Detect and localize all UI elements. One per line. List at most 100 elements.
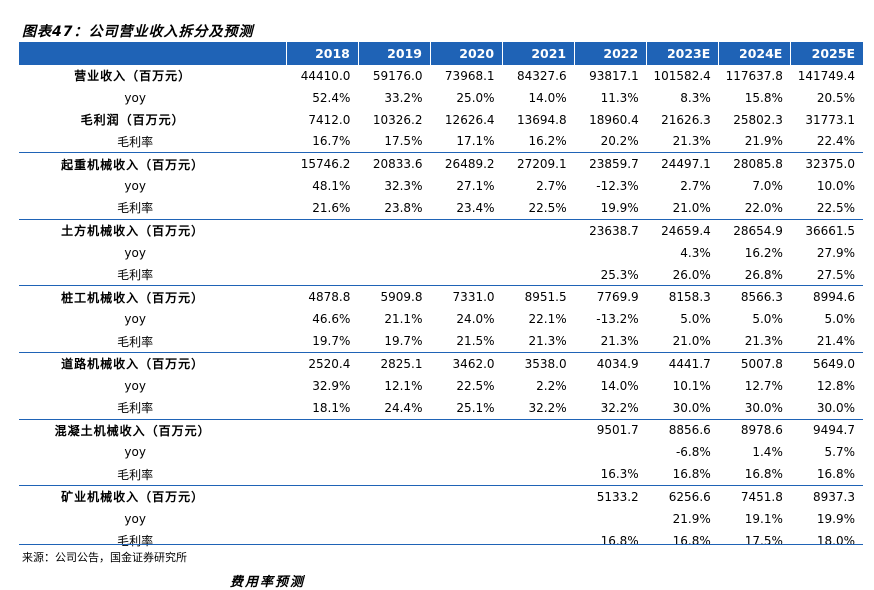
table-cell — [575, 242, 647, 264]
table-row: 毛利率 21.6% 23.8% 23.4% 22.5% 19.9% 21.0% 22.0% 22… — [19, 197, 863, 219]
table-cell: 23.8% — [384, 200, 423, 215]
header-year: 2018 — [285, 42, 359, 65]
table-cell: 11.3% — [600, 90, 639, 105]
header-year: 2020 — [429, 42, 504, 65]
table-cell: 30.0% — [672, 400, 711, 415]
table-cell: 4.3% — [680, 245, 711, 260]
table-cell: 18.1% — [312, 400, 351, 415]
table-cell: 21.9% — [744, 134, 783, 149]
table-row: yoy 21.9% 19.1% 19.9% — [19, 508, 863, 530]
table-cell — [358, 242, 430, 264]
table-cell: 14.0% — [600, 378, 639, 393]
table-cell — [286, 218, 359, 242]
table-cell: 30.0% — [816, 400, 855, 415]
table-cell: 7451.8 — [718, 485, 791, 508]
table-cell — [358, 530, 430, 552]
row-label: 毛利率 — [117, 401, 154, 416]
table-row: 道路机械收入（百万元） 2520.4 2825.1 3462.0 3538.0 4034.… — [19, 351, 863, 375]
table-cell: 25.3% — [600, 267, 639, 282]
table-cell: -6.8% — [675, 445, 711, 460]
table-cell: 17.5% — [384, 134, 423, 149]
row-label: 土方机械收入（百万元） — [19, 218, 287, 242]
table-bottom-rule — [19, 544, 863, 545]
table-cell: 5.0% — [752, 312, 783, 327]
table-cell: 32.2% — [600, 400, 639, 415]
table-cell — [358, 508, 430, 530]
table-cell — [286, 441, 358, 463]
table-cell — [430, 418, 503, 442]
table-cell: 8951.5 — [502, 285, 575, 309]
table-cell: 2.7% — [680, 179, 711, 194]
table-cell — [286, 242, 358, 264]
table-cell: 16.8% — [672, 533, 711, 548]
revenue-forecast-table: 2018 2019 2020 2021 2022 2023E 2024E 202… — [19, 42, 863, 552]
table-row: 混凝土机械收入（百万元） 9501.7 8856.6 8978.6 9494.7 — [19, 418, 863, 442]
header-year: 2021 — [502, 42, 576, 65]
table-cell: 17.5% — [744, 533, 783, 548]
row-label: 毛利率 — [117, 134, 154, 149]
row-label: 道路机械收入（百万元） — [19, 351, 287, 375]
row-label: 毛利润（百万元） — [80, 113, 185, 128]
table-cell — [358, 218, 431, 242]
table-cell: 26.0% — [672, 267, 711, 282]
table-cell: 26.8% — [744, 267, 783, 282]
table-cell: 22.4% — [816, 134, 855, 149]
table-body: 营业收入（百万元） 44410.0 59176.0 73968.1 84327.6 938… — [19, 65, 863, 552]
table-cell: 3538.0 — [502, 351, 575, 375]
table-cell: 8856.6 — [646, 418, 719, 442]
row-label: yoy — [124, 312, 146, 327]
table-cell: 8566.3 — [718, 285, 791, 309]
table-cell: 9494.7 — [790, 418, 863, 442]
table-row: 毛利率 18.1% 24.4% 25.1% 32.2% 32.2% 30.0% 30.0% 30… — [19, 397, 863, 419]
table-cell: 32.9% — [312, 378, 351, 393]
table-cell: 84327.6 — [517, 68, 567, 83]
table-row: 毛利润（百万元） 7412.0 10326.2 12626.4 13694.8 18960… — [19, 109, 863, 131]
table-cell: 17.1% — [456, 134, 495, 149]
table-cell: 52.4% — [312, 90, 351, 105]
table-cell: 22.5% — [528, 200, 567, 215]
table-cell: 22.0% — [744, 200, 783, 215]
table-cell — [430, 463, 502, 485]
table-cell: 25802.3 — [733, 112, 783, 127]
table-cell — [430, 242, 502, 264]
table-cell: 21.5% — [456, 334, 495, 349]
table-cell: 10.1% — [672, 378, 711, 393]
header-year: 2024E — [718, 42, 792, 65]
table-cell: -13.2% — [596, 312, 639, 327]
table-cell: 8.3% — [680, 90, 711, 105]
table-cell: 13694.8 — [517, 112, 567, 127]
table-cell — [286, 530, 358, 552]
table-cell: 7331.0 — [430, 285, 503, 309]
row-label: yoy — [124, 179, 146, 194]
table-cell: 5.7% — [824, 445, 856, 460]
row-label: yoy — [124, 445, 146, 460]
row-label: 桩工机械收入（百万元） — [19, 285, 287, 309]
table-cell: 44410.0 — [300, 68, 351, 83]
table-cell — [358, 418, 431, 442]
table-cell: 19.1% — [744, 511, 783, 526]
table-cell — [430, 264, 502, 286]
table-cell: 21.6% — [312, 200, 351, 215]
row-label: 毛利率 — [117, 201, 154, 216]
table-cell — [503, 242, 575, 264]
table-cell: 31773.1 — [805, 112, 855, 127]
table-cell — [286, 508, 358, 530]
table-cell: 32.2% — [528, 400, 567, 415]
table-cell — [286, 463, 358, 485]
table-cell: 4878.8 — [286, 285, 359, 309]
table-cell: 28654.9 — [718, 218, 791, 242]
table-cell: 15.8% — [744, 90, 783, 105]
table-cell: 1.4% — [752, 445, 783, 460]
table-cell: 73968.1 — [444, 68, 495, 83]
table-cell — [503, 441, 575, 463]
table-row: 营业收入（百万元） 44410.0 59176.0 73968.1 84327.6 938… — [19, 65, 863, 87]
table-cell — [503, 463, 575, 485]
table-header-row: 2018 2019 2020 2021 2022 2023E 2024E 202… — [19, 42, 863, 65]
row-label: 混凝土机械收入（百万元） — [19, 418, 287, 442]
row-label: yoy — [124, 245, 146, 260]
table-cell: 16.8% — [816, 467, 855, 482]
table-cell: -12.3% — [596, 179, 639, 194]
table-cell: 8978.6 — [718, 418, 791, 442]
table-cell — [286, 264, 358, 286]
table-cell: 2825.1 — [358, 351, 431, 375]
